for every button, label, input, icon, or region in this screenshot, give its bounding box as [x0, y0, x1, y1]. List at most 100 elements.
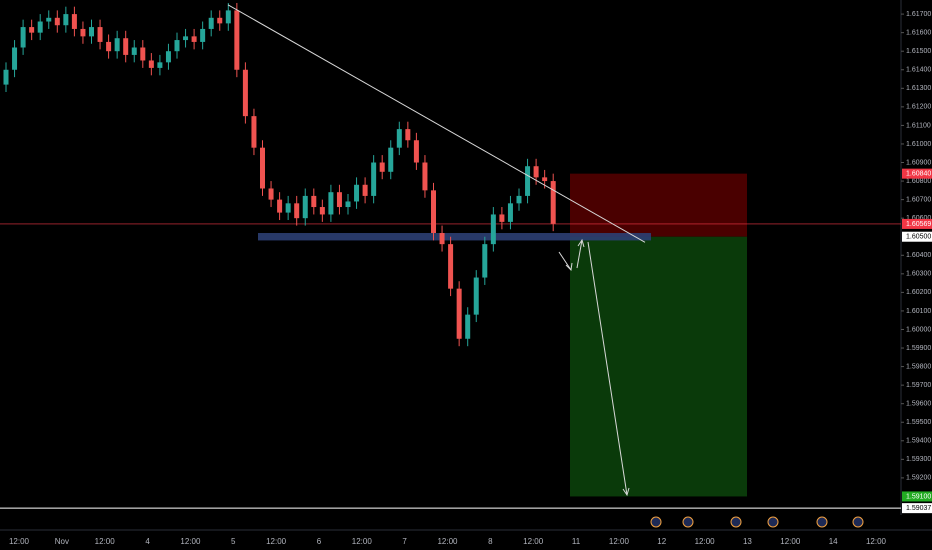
candle-body: [242, 69, 248, 117]
target-zone: [570, 236, 747, 497]
trendline: [227, 4, 646, 243]
candle-body: [405, 129, 411, 141]
y-tick-label: 1.61600: [906, 29, 931, 36]
candle-body: [396, 129, 402, 148]
candle-body: [54, 17, 60, 26]
candle-body: [285, 203, 291, 213]
candle-body: [328, 192, 334, 215]
arrow: [565, 262, 573, 272]
event-icon[interactable]: [682, 516, 694, 528]
x-tick-label: 7: [402, 537, 407, 546]
arrow: [587, 241, 628, 496]
candle-body: [260, 147, 265, 189]
y-tick-label: 1.59900: [906, 345, 931, 352]
candle-body: [174, 40, 180, 52]
event-icon[interactable]: [650, 516, 662, 528]
candle-body: [413, 140, 419, 163]
candle-body: [294, 203, 300, 219]
candle-body: [431, 190, 436, 234]
y-tick-label: 1.61100: [906, 122, 931, 129]
price-label-bg: [902, 491, 932, 502]
candle-body: [183, 36, 189, 41]
support-zone: [258, 233, 651, 241]
candle-body: [277, 199, 283, 213]
price-label-bg: [902, 231, 932, 242]
y-tick-label: 1.60600: [906, 215, 931, 222]
candle-body: [157, 62, 163, 68]
price-label: 1.60500: [906, 234, 931, 241]
candle-body: [336, 192, 342, 208]
candle-body: [379, 162, 385, 172]
arrow: [558, 251, 572, 271]
x-tick-label: 12:00: [180, 537, 201, 546]
candle-body: [388, 147, 394, 172]
y-tick-label: 1.60700: [906, 196, 931, 203]
y-tick-label: 1.60300: [906, 271, 931, 278]
y-tick-label: 1.60100: [906, 308, 931, 315]
candle-body: [268, 188, 274, 200]
candle-body: [3, 69, 9, 85]
x-tick-label: 11: [572, 537, 581, 546]
candle-body: [97, 27, 103, 42]
price-label-bg: [902, 503, 932, 514]
candle-body: [20, 27, 26, 48]
arrow: [577, 238, 585, 248]
candle-body: [191, 36, 197, 42]
event-icon[interactable]: [816, 516, 828, 528]
candle-body: [251, 116, 257, 148]
candle-body: [345, 201, 351, 208]
candle-body: [490, 214, 496, 245]
y-tick-label: 1.60900: [906, 159, 931, 166]
candle-body: [89, 27, 94, 37]
candle-body: [319, 207, 325, 215]
candle-body: [516, 195, 522, 204]
candle-body: [354, 184, 360, 202]
x-tick-label: 12:00: [266, 537, 287, 546]
arrow: [622, 487, 630, 497]
event-icon[interactable]: [852, 516, 864, 528]
y-tick-label: 1.59700: [906, 382, 931, 389]
candle-body: [542, 177, 548, 182]
candle-body: [482, 244, 488, 278]
event-icon[interactable]: [730, 516, 742, 528]
x-tick-label: 4: [145, 537, 150, 546]
y-tick-label: 1.60800: [906, 178, 931, 185]
x-tick-label: 12:00: [95, 537, 116, 546]
candle-body: [114, 38, 120, 52]
candle-body: [225, 10, 231, 24]
y-tick-label: 1.59200: [906, 475, 931, 482]
y-tick-label: 1.61700: [906, 11, 931, 18]
y-tick-label: 1.61300: [906, 85, 931, 92]
y-tick-label: 1.59800: [906, 363, 931, 370]
x-tick-label: 12:00: [352, 537, 373, 546]
y-tick-label: 1.59300: [906, 456, 931, 463]
stop-zone: [570, 173, 747, 237]
y-tick-label: 1.60400: [906, 252, 931, 259]
candle-body: [200, 28, 206, 42]
candle-body: [465, 314, 471, 339]
event-icons[interactable]: [650, 516, 864, 528]
candle-body: [106, 41, 112, 52]
x-tick-label: 12:00: [866, 537, 887, 546]
x-tick-label: 12:00: [609, 537, 630, 546]
price-label: 1.60840: [906, 170, 931, 177]
candle-body: [525, 166, 531, 196]
candle-body: [371, 162, 377, 196]
event-icon[interactable]: [767, 516, 779, 528]
candle-body: [123, 38, 129, 55]
price-label-bg: [902, 168, 932, 179]
y-tick-label: 1.59500: [906, 419, 931, 426]
candle-body: [439, 233, 445, 245]
y-tick-label: 1.60200: [906, 289, 931, 296]
y-tick-label: 1.59600: [906, 401, 931, 408]
candle-body: [37, 21, 43, 33]
x-tick-label: 12:00: [780, 537, 801, 546]
candle-body: [217, 17, 223, 24]
price-label: 1.59037: [906, 505, 931, 512]
x-tick-label: 12:00: [523, 537, 544, 546]
y-tick-label: 1.61200: [906, 104, 931, 111]
price-label-bg: [902, 218, 932, 229]
